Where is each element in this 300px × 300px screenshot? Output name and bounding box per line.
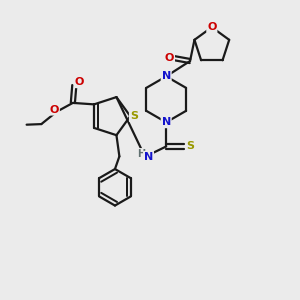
Text: O: O: [207, 22, 217, 32]
Text: S: S: [186, 142, 194, 152]
Text: O: O: [165, 53, 174, 63]
Text: N: N: [144, 152, 153, 162]
Text: O: O: [50, 105, 59, 115]
Text: S: S: [130, 111, 138, 121]
Text: N: N: [162, 117, 171, 127]
Text: O: O: [75, 77, 84, 87]
Text: N: N: [162, 71, 171, 81]
Text: H: H: [137, 149, 146, 159]
